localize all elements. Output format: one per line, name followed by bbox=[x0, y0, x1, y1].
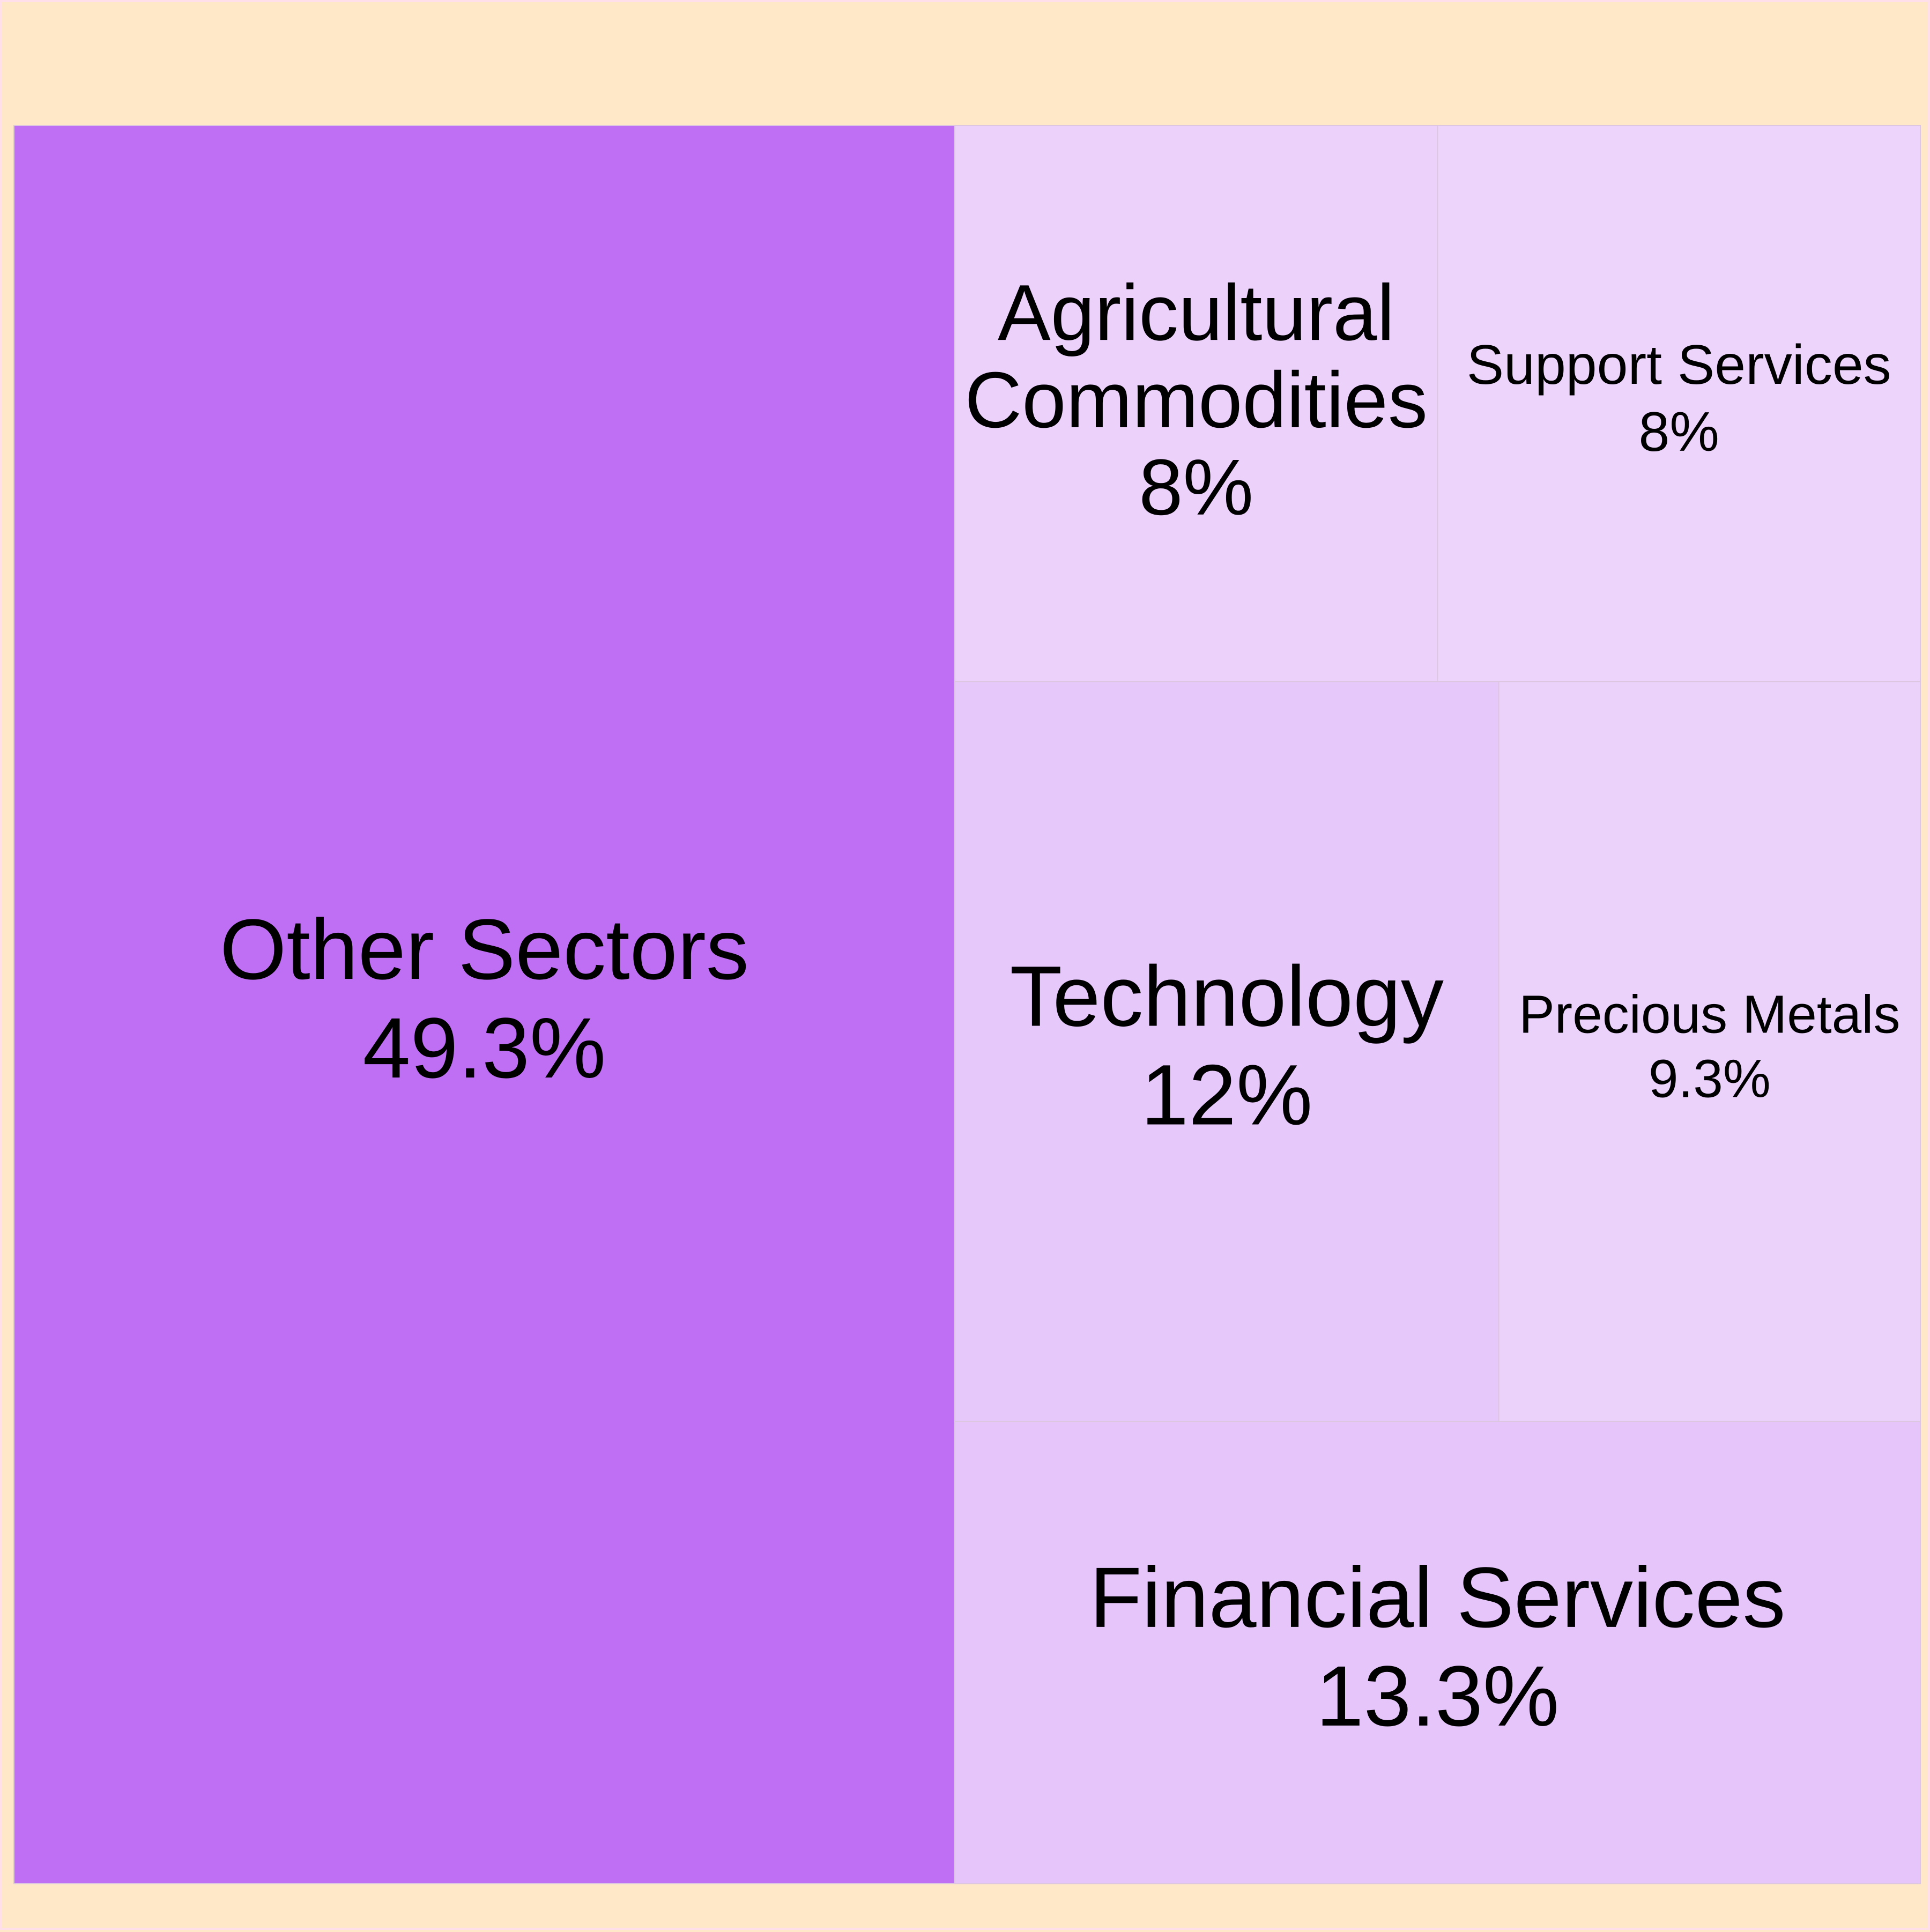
tile-value-precious-metals: 9.3% bbox=[1649, 1049, 1771, 1109]
tile-name-technology: Technology bbox=[1009, 948, 1443, 1044]
tile-name-agricultural-commodities: Agricultural Commodities bbox=[964, 269, 1428, 444]
tile-rect-agricultural-commodities[interactable] bbox=[954, 125, 1438, 682]
tile-value-financial-services: 13.3% bbox=[1316, 1648, 1560, 1744]
tile-name-support-services: Support Services bbox=[1467, 334, 1891, 396]
tile-name-precious-metals: Precious Metals bbox=[1519, 985, 1900, 1045]
tile-name-financial-services: Financial Services bbox=[1089, 1549, 1785, 1645]
tile-rect-precious-metals[interactable] bbox=[1498, 681, 1921, 1422]
tile-value-other-sectors: 49.3% bbox=[363, 1000, 606, 1096]
tile-value-agricultural-commodities: 8% bbox=[1139, 443, 1253, 532]
tile-value-support-services: 8% bbox=[1639, 401, 1719, 463]
tile-value-technology: 12% bbox=[1141, 1047, 1312, 1143]
tile-name-other-sectors: Other Sectors bbox=[220, 901, 749, 997]
tile-rect-support-services[interactable] bbox=[1437, 125, 1921, 682]
tile-rect-financial-services[interactable] bbox=[954, 1421, 1921, 1885]
tile-rect-other-sectors[interactable] bbox=[13, 125, 955, 1884]
